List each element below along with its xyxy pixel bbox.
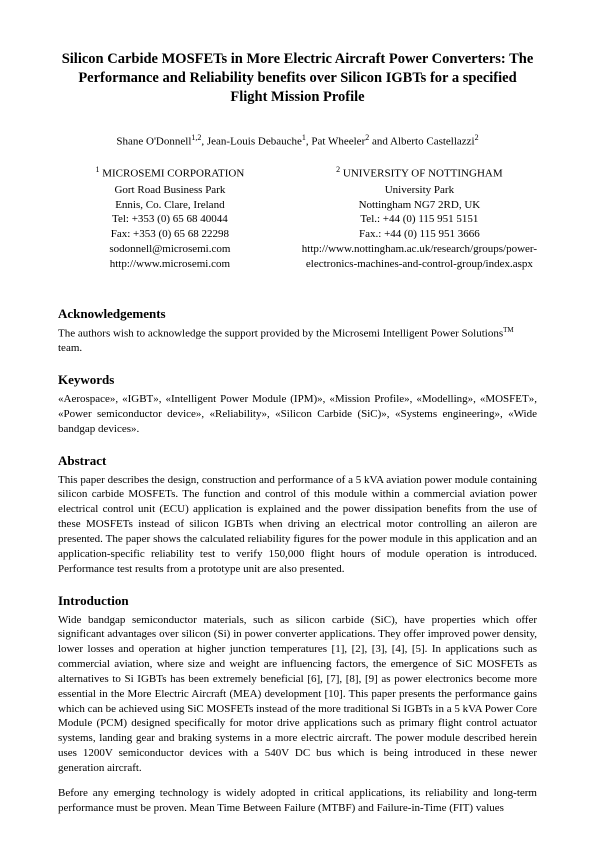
intro-paragraph: Before any emerging technology is widely… (58, 786, 537, 816)
affil-line: Gort Road Business Park (58, 183, 282, 198)
affil-name: UNIVERSITY OF NOTTINGHAM (340, 168, 502, 180)
intro-heading: Introduction (58, 593, 537, 609)
affil-line: Fax: +353 (0) 65 68 22298 (58, 227, 282, 242)
ack-text: The authors wish to acknowledge the supp… (58, 326, 537, 356)
affil-url: http://www.microsemi.com (58, 257, 282, 272)
author-name: and Alberto Castellazzi (369, 135, 474, 147)
ack-text-pre: The authors wish to acknowledge the supp… (58, 327, 503, 339)
affiliation-left: 1 MICROSEMI CORPORATION Gort Road Busine… (58, 165, 282, 272)
intro-paragraph: Wide bandgap semiconductor materials, su… (58, 613, 537, 776)
author-name: , Jean-Louis Debauche (201, 135, 302, 147)
trademark-icon: TM (503, 326, 514, 334)
author-name: , Pat Wheeler (306, 135, 365, 147)
author-name: Shane O'Donnell (116, 135, 191, 147)
affil-line: Fax.: +44 (0) 115 951 3666 (302, 227, 537, 242)
affil-line: University Park (302, 183, 537, 198)
affiliations-row: 1 MICROSEMI CORPORATION Gort Road Busine… (58, 165, 537, 272)
abstract-text: This paper describes the design, constru… (58, 473, 537, 577)
affil-name: MICROSEMI CORPORATION (99, 168, 244, 180)
author-sup: 1,2 (191, 133, 201, 142)
affil-url: http://www.nottingham.ac.uk/research/gro… (302, 242, 537, 257)
authors-line: Shane O'Donnell1,2, Jean-Louis Debauche1… (58, 133, 537, 148)
affil-line: Nottingham NG7 2RD, UK (302, 198, 537, 213)
keywords-text: «Aerospace», «IGBT», «Intelligent Power … (58, 392, 537, 437)
keywords-heading: Keywords (58, 372, 537, 388)
ack-text-post: team. (58, 342, 82, 354)
abstract-heading: Abstract (58, 453, 537, 469)
affil-line: Tel.: +44 (0) 115 951 5151 (302, 212, 537, 227)
affil-line: Tel: +353 (0) 65 68 40044 (58, 212, 282, 227)
author-sup: 2 (475, 133, 479, 142)
ack-heading: Acknowledgements (58, 306, 537, 322)
affiliation-right: 2 UNIVERSITY OF NOTTINGHAM University Pa… (302, 165, 537, 272)
paper-title: Silicon Carbide MOSFETs in More Electric… (58, 50, 537, 107)
affil-line: Ennis, Co. Clare, Ireland (58, 198, 282, 213)
affil-email: sodonnell@microsemi.com (58, 242, 282, 257)
affil-url: electronics-machines-and-control-group/i… (302, 257, 537, 272)
